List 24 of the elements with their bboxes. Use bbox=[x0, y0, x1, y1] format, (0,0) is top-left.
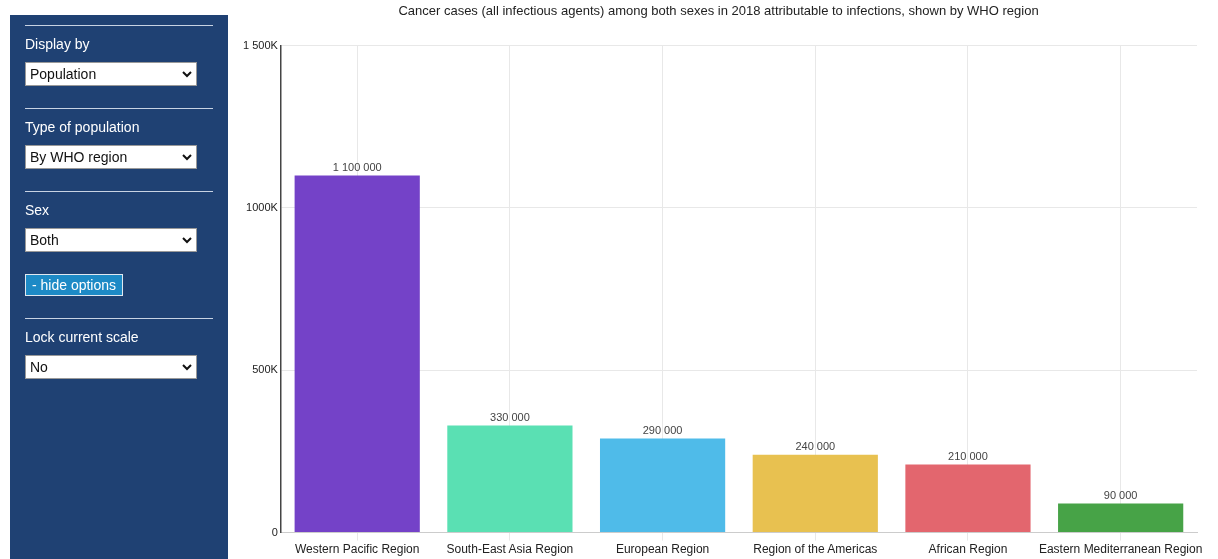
y-tick-label: 1000K bbox=[246, 200, 279, 213]
bar bbox=[294, 175, 420, 533]
x-tick-label: European Region bbox=[615, 542, 710, 557]
x-tick-label: Eastern Mediterranean Region bbox=[1038, 542, 1203, 557]
x-tick-label: South-East Asia Region bbox=[446, 542, 574, 557]
y-tick-label: 0 bbox=[271, 525, 278, 538]
bar bbox=[447, 425, 573, 533]
bar bbox=[752, 454, 878, 533]
bar bbox=[599, 438, 726, 533]
data-label: 290 000 bbox=[642, 423, 683, 436]
data-label: 90 000 bbox=[1103, 488, 1138, 501]
bar bbox=[905, 464, 1031, 533]
data-label: 330 000 bbox=[490, 410, 530, 423]
y-tick-label: 1 500K bbox=[242, 38, 279, 51]
x-tick-label: Western Pacific Region bbox=[294, 542, 420, 557]
data-label: 1 100 000 bbox=[332, 161, 382, 173]
chart-title: Cancer cases (all infectious agents) among both sexes in 2018 attributable to infections, shown by WHO region bbox=[398, 3, 1039, 19]
data-label: 210 000 bbox=[948, 449, 988, 462]
y-tick-label: 500K bbox=[252, 363, 279, 376]
bar bbox=[1058, 503, 1184, 533]
options-panel: Display by Population Type of population By WHO region Sex Both - hide options Lock current scale No bbox=[10, 15, 228, 559]
data-label: 240 000 bbox=[795, 440, 836, 453]
x-tick-label: Region of the Americas bbox=[753, 542, 878, 557]
x-tick-label: African Region bbox=[928, 542, 1008, 557]
